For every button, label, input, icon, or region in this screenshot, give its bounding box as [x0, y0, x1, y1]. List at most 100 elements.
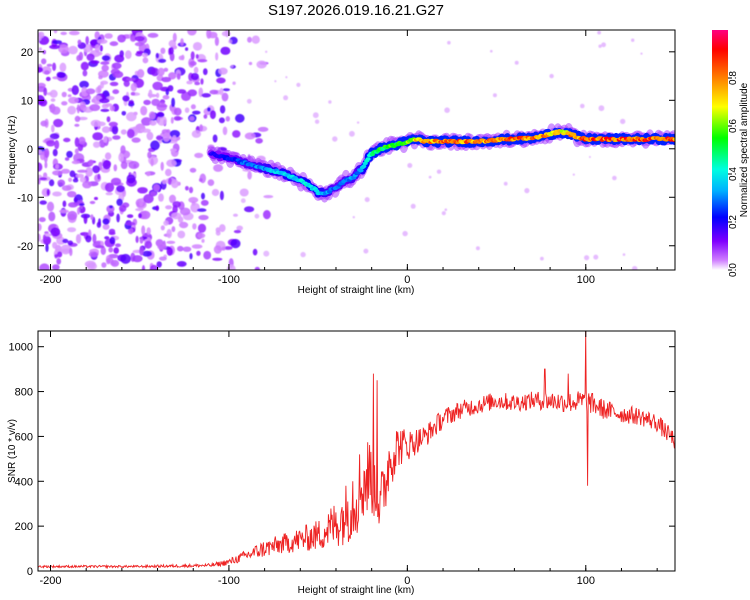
noise-blob: [54, 254, 59, 258]
noise-blob: [171, 97, 176, 108]
noise-blob: [52, 241, 58, 249]
noise-blob: [171, 179, 179, 189]
noise-blob: [190, 104, 196, 110]
noise-blob: [89, 104, 101, 112]
noise-blob: [72, 178, 79, 183]
noise-blob: [120, 145, 126, 155]
noise-blob: [89, 200, 96, 205]
noise-blob: [97, 173, 101, 180]
noise-blob: [86, 53, 95, 61]
noise-blob: [213, 245, 222, 254]
noise-blob: [114, 54, 125, 63]
noise-blob: [169, 130, 181, 138]
noise-blob: [45, 243, 49, 253]
noise-blob: [101, 262, 107, 268]
noise-blob: [43, 87, 48, 96]
noise-blob: [156, 261, 162, 268]
noise-blob: [74, 115, 81, 122]
noise-blob: [50, 98, 56, 102]
noise-speck: [612, 175, 617, 181]
noise-blob: [100, 80, 109, 85]
noise-blob: [76, 104, 80, 114]
ridge-core: [365, 157, 371, 161]
noise-blob: [149, 120, 157, 126]
noise-blob: [108, 121, 118, 127]
noise-blob: [185, 186, 189, 191]
noise-blob: [155, 92, 160, 99]
noise-blob: [101, 55, 111, 61]
noise-blob: [158, 139, 162, 144]
noise-blob: [123, 80, 130, 87]
snr-xtick-label: -200: [39, 575, 61, 587]
spectrogram-frame: [37, 29, 676, 271]
noise-blob: [61, 91, 67, 98]
noise-blob: [104, 236, 110, 240]
noise-speck: [246, 98, 252, 104]
noise-blob: [125, 50, 132, 59]
noise-blob: [128, 161, 140, 169]
noise-blob: [67, 94, 72, 98]
noise-blob: [60, 31, 67, 36]
noise-blob: [92, 95, 103, 105]
noise-blob: [94, 196, 98, 201]
noise-speck: [410, 203, 416, 209]
noise-blob: [143, 99, 151, 106]
noise-blob: [168, 177, 172, 185]
noise-blob: [179, 221, 189, 229]
noise-speck: [598, 105, 605, 112]
noise-blob: [141, 265, 146, 270]
noise-blob: [62, 200, 67, 208]
noise-blob: [222, 126, 228, 136]
noise-blob: [158, 58, 167, 63]
snr-xtick-label: -100: [218, 575, 240, 587]
noise-speck: [285, 76, 288, 79]
noise-blob: [126, 174, 136, 184]
noise-speck: [593, 254, 599, 260]
noise-speck: [632, 266, 638, 270]
noise-speck: [352, 216, 355, 219]
noise-blob: [140, 105, 148, 116]
noise-speck: [254, 213, 260, 219]
noise-blob: [68, 202, 78, 208]
noise-speck: [363, 248, 369, 254]
noise-blob: [105, 103, 113, 107]
spectrogram-ytick-label: 0: [27, 144, 33, 156]
noise-blob: [185, 47, 189, 51]
noise-blob: [191, 130, 202, 138]
noise-blob: [99, 45, 103, 52]
noise-blob: [60, 244, 72, 255]
noise-blob: [197, 59, 208, 63]
noise-blob: [176, 261, 187, 267]
noise-speck: [640, 52, 643, 55]
noise-blob: [111, 125, 119, 135]
noise-blob: [194, 81, 201, 86]
noise-blob: [80, 61, 89, 71]
noise-blob: [92, 233, 97, 244]
noise-speck: [492, 93, 497, 98]
colorbar: 0.0 0.2 0.4 0.6 0.8 Normalized spectral ampl…: [712, 30, 750, 277]
colorbar-ticks: 0.0 0.2 0.4 0.6 0.8: [728, 71, 739, 277]
noise-blob: [120, 253, 131, 264]
noise-speck: [332, 136, 338, 142]
spectrogram-xtick-label: 0: [404, 274, 410, 286]
noise-blob: [100, 246, 106, 255]
noise-speck: [580, 103, 585, 109]
noise-blob: [152, 81, 163, 91]
noise-blob: [148, 111, 156, 120]
noise-blob: [134, 42, 144, 47]
noise-blob: [41, 58, 47, 65]
noise-blob: [172, 135, 177, 141]
noise-blob: [165, 205, 173, 210]
noise-blob: [49, 89, 58, 98]
noise-blob: [157, 243, 167, 250]
noise-blob: [109, 81, 119, 87]
noise-blob: [113, 247, 119, 254]
noise-blob: [97, 39, 108, 44]
snr-ytick-label: 800: [15, 387, 33, 399]
noise-blob: [39, 200, 47, 205]
noise-blob: [134, 35, 145, 42]
noise-blob: [39, 99, 48, 107]
noise-blob: [138, 213, 142, 219]
noise-blob: [128, 100, 134, 105]
